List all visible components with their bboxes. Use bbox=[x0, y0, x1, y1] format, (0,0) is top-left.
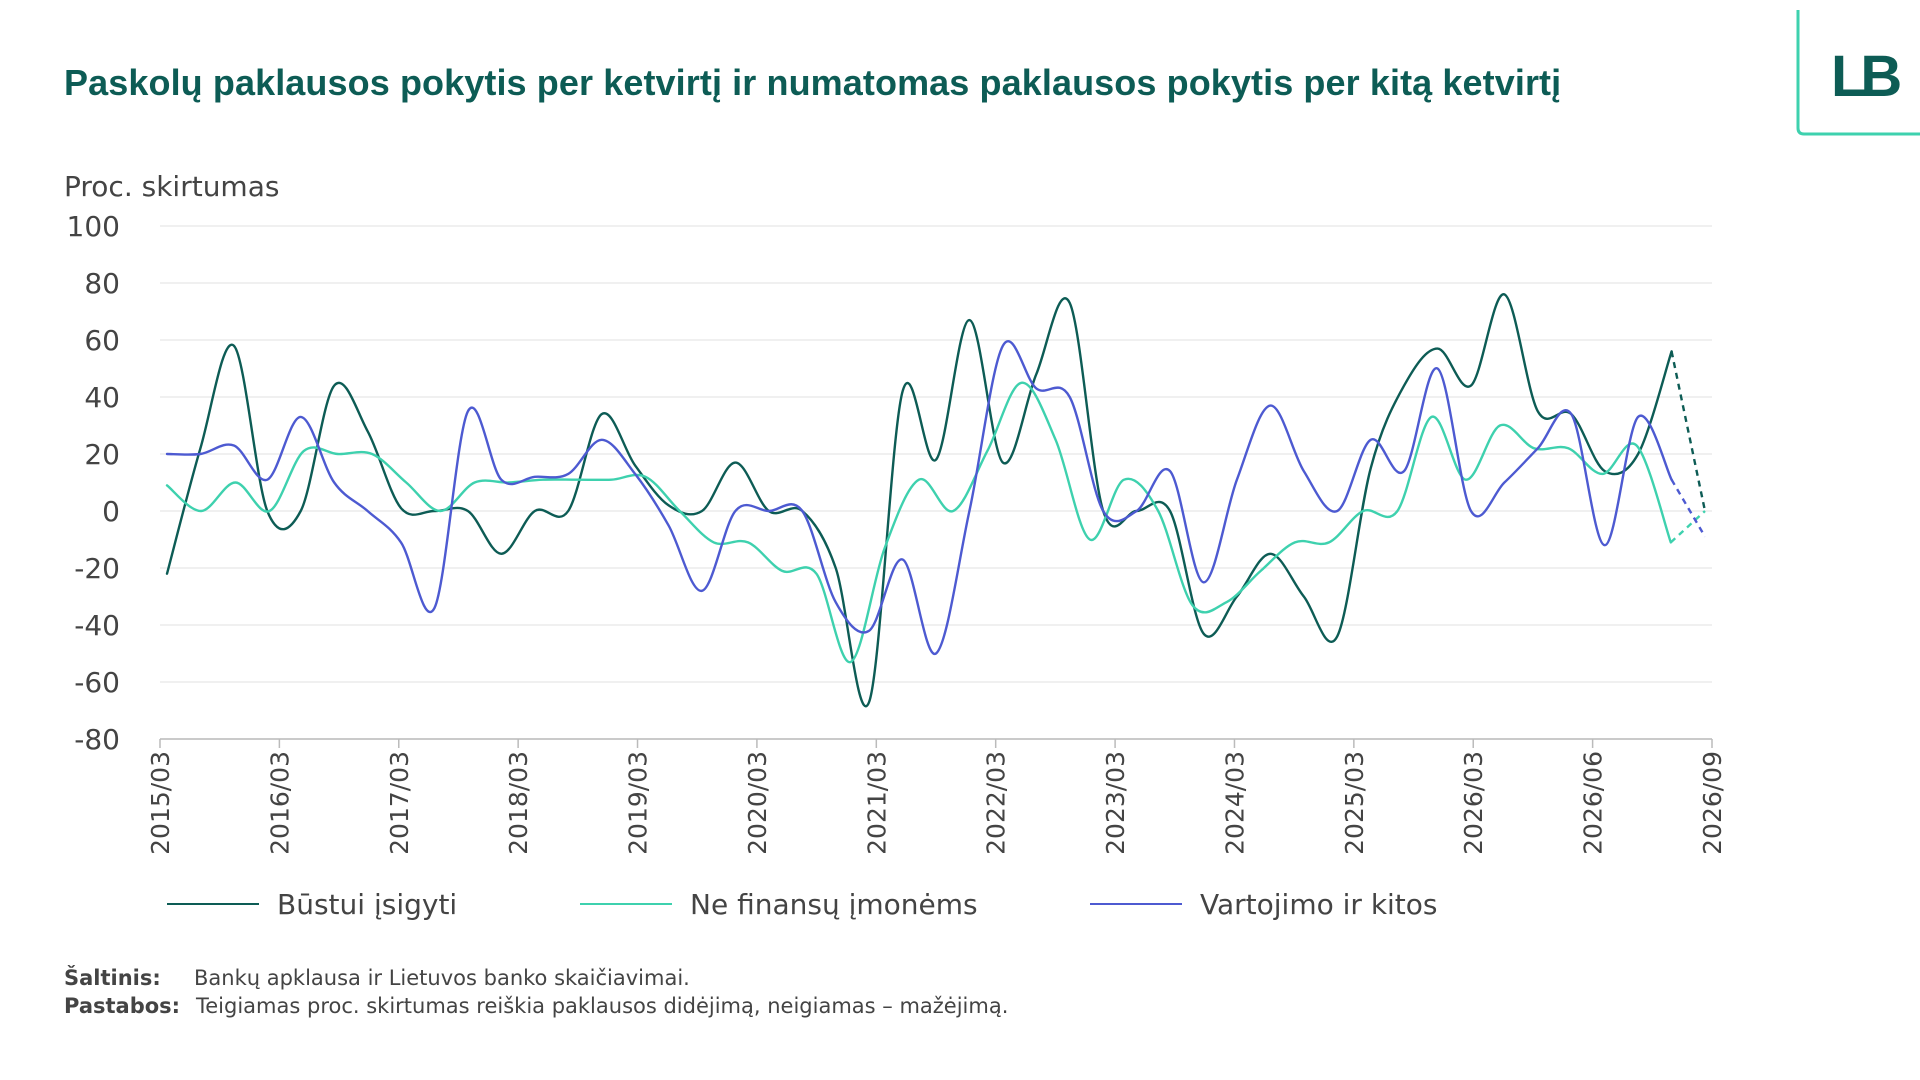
legend-swatch-consumer bbox=[1090, 903, 1182, 905]
x-tick-label: 2020/03 bbox=[743, 751, 772, 855]
line-chart: 100 80 60 40 20 0 -20 -40 -60 -80 2015/03 2016/03 20… bbox=[67, 210, 1727, 855]
notes-row: Pastabos: Teigiamas proc. skirtumas reiš… bbox=[64, 992, 1008, 1020]
y-tick-label: -80 bbox=[74, 723, 120, 756]
series-line-consumer bbox=[165, 340, 1673, 655]
series-line-housing bbox=[165, 293, 1673, 708]
legend-swatch-nonfinancial bbox=[580, 903, 672, 905]
x-tick-label: 2026/09 bbox=[1698, 751, 1727, 855]
y-tick-label: 100 bbox=[67, 210, 120, 243]
legend-label-consumer: Vartojimo ir kitos bbox=[1200, 887, 1438, 921]
y-tick-label: 20 bbox=[84, 438, 120, 471]
lb-logo: LB bbox=[1796, 10, 1920, 136]
y-tick-label: -40 bbox=[74, 609, 120, 642]
x-tick-label: 2023/03 bbox=[1101, 751, 1130, 855]
x-tick-label: 2022/03 bbox=[982, 751, 1011, 855]
y-tick-label: 0 bbox=[102, 495, 120, 528]
source-text: Bankų apklausa ir Lietuvos banko skaičia… bbox=[194, 966, 690, 990]
source-row: Šaltinis: Bankų apklausa ir Lietuvos ban… bbox=[64, 964, 1008, 992]
logo-text: LB bbox=[1831, 44, 1900, 109]
series-line-nonfinancial bbox=[165, 381, 1672, 664]
chart-title: Paskolų paklausos pokytis per ketvirtį i… bbox=[64, 62, 1562, 103]
x-tick-label: 2025/03 bbox=[1340, 751, 1369, 855]
x-tick-label: 2018/03 bbox=[504, 751, 533, 855]
legend-label-housing: Būstui įsigyti bbox=[277, 887, 458, 921]
y-tick-label: 40 bbox=[84, 381, 120, 414]
y-tick-label: 80 bbox=[84, 267, 120, 300]
y-tick-label: -20 bbox=[74, 552, 120, 585]
y-axis-label: Proc. skirtumas bbox=[64, 170, 280, 203]
x-tick-label: 2016/03 bbox=[265, 751, 294, 855]
notes-text: Teigiamas proc. skirtumas reiškia paklau… bbox=[196, 994, 1009, 1018]
x-tick-label: 2026/03 bbox=[1459, 751, 1488, 855]
x-tick-label: 2024/03 bbox=[1220, 751, 1249, 855]
forecast-segment-housing bbox=[1670, 351, 1707, 512]
legend-item-housing: Būstui įsigyti bbox=[167, 884, 457, 924]
notes-label: Pastabos: bbox=[64, 994, 181, 1018]
x-tick-label: 2015/03 bbox=[146, 751, 175, 855]
forecast-segment-nonfinancial bbox=[1670, 510, 1706, 544]
x-tick-label: 2019/03 bbox=[624, 751, 653, 855]
legend-swatch-housing bbox=[167, 903, 259, 905]
x-tick-label: 2017/03 bbox=[385, 751, 414, 855]
legend-label-nonfinancial: Ne finansų įmonėms bbox=[690, 887, 978, 921]
legend-item-consumer: Vartojimo ir kitos bbox=[1090, 884, 1438, 924]
logo-accent-bracket bbox=[1796, 10, 1920, 136]
forecast-segment-consumer bbox=[1670, 479, 1707, 538]
chart-notes: Šaltinis: Bankų apklausa ir Lietuvos ban… bbox=[64, 964, 1008, 1020]
y-tick-label: -60 bbox=[74, 666, 120, 699]
source-label: Šaltinis: bbox=[64, 966, 161, 990]
x-tick-label: 2021/03 bbox=[862, 751, 891, 855]
legend-item-nonfinancial: Ne finansų įmonėms bbox=[580, 884, 978, 924]
y-tick-label: 60 bbox=[84, 324, 120, 357]
x-tick-label: 2026/06 bbox=[1579, 751, 1608, 855]
